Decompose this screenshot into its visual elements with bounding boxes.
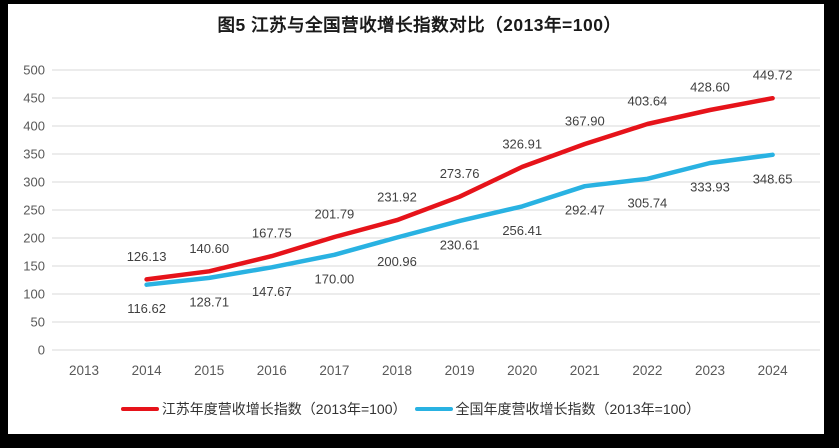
data-label-series0: 167.75 (252, 226, 292, 241)
x-tick-label-2014: 2014 (132, 363, 163, 378)
y-tick-label-150: 150 (23, 259, 45, 274)
series-line-0 (144, 95, 775, 282)
series-lines-group (144, 95, 775, 287)
data-label-series0: 201.79 (315, 207, 355, 222)
y-axis-tick-labels: 0 50 100 150 200 250 300 350 400 450 500 (23, 63, 45, 358)
legend-item-jiangsu: 江苏年度营收增长指数（2013年=100） (120, 399, 407, 419)
legend-label-national: 全国年度营收增长指数（2013年=100） (455, 401, 701, 417)
data-label-series1: 230.61 (440, 237, 480, 252)
y-tick-label-350: 350 (23, 147, 45, 162)
gridlines-group (52, 69, 820, 351)
x-tick-label-2019: 2019 (445, 363, 475, 378)
data-label-series0: 273.76 (440, 166, 480, 181)
data-label-series0: 428.60 (690, 80, 730, 95)
x-tick-label-2013: 2013 (69, 363, 99, 378)
y-tick-label-0: 0 (38, 343, 45, 358)
data-label-series0: 326.91 (502, 136, 542, 151)
data-label-series1: 333.93 (690, 180, 730, 195)
legend-label-jiangsu: 江苏年度营收增长指数（2013年=100） (161, 401, 407, 417)
y-tick-label-450: 450 (23, 91, 45, 106)
data-label-series1: 128.71 (189, 294, 229, 309)
data-label-series1: 200.96 (377, 254, 417, 269)
x-tick-label-2024: 2024 (758, 363, 789, 378)
x-tick-label-2023: 2023 (695, 363, 725, 378)
y-tick-label-500: 500 (23, 63, 45, 78)
data-label-series1: 170.00 (315, 271, 355, 286)
x-tick-label-2020: 2020 (507, 363, 537, 378)
legend-line-sample-national (414, 407, 453, 411)
y-tick-label-300: 300 (23, 175, 45, 190)
data-label-series0: 231.92 (377, 190, 417, 205)
chart-page (8, 4, 824, 434)
data-label-series1: 256.41 (502, 223, 542, 238)
data-label-series1: 305.74 (628, 195, 668, 210)
series-line-1 (144, 152, 775, 287)
x-tick-label-2017: 2017 (319, 363, 349, 378)
data-label-series1: 292.47 (565, 203, 605, 218)
y-tick-label-200: 200 (23, 231, 45, 246)
x-axis-tick-labels: 2013 2014 2015 2016 2017 2018 2019 2020 2021 2022… (69, 363, 788, 378)
data-label-series1: 116.62 (127, 301, 166, 316)
y-tick-label-100: 100 (23, 287, 45, 302)
x-tick-label-2016: 2016 (257, 363, 287, 378)
data-label-series1: 348.65 (753, 171, 793, 186)
legend-line-sample-jiangsu (120, 407, 159, 411)
x-tick-label-2015: 2015 (194, 363, 224, 378)
data-label-series0: 126.13 (127, 249, 167, 264)
chart-legend: 江苏年度营收增长指数（2013年=100） 全国年度营收增长指数（2013年=1… (0, 399, 830, 419)
y-tick-label-50: 50 (31, 315, 45, 330)
data-label-series1: 147.67 (252, 284, 292, 299)
data-labels-group: 126.13 140.60 167.75 201.79 231.92 273.76 326.… (127, 68, 793, 317)
data-label-series0: 140.60 (189, 241, 229, 256)
x-tick-label-2018: 2018 (382, 363, 412, 378)
y-tick-label-250: 250 (23, 203, 45, 218)
legend-item-national: 全国年度营收增长指数（2013年=100） (414, 399, 701, 419)
chart-title: 图5 江苏与全国营收增长指数对比（2013年=100） (217, 15, 622, 35)
data-label-series0: 449.72 (753, 68, 793, 83)
data-label-series0: 403.64 (628, 94, 668, 109)
x-tick-label-2022: 2022 (632, 363, 662, 378)
y-tick-label-400: 400 (23, 119, 45, 134)
data-label-series0: 367.90 (565, 114, 605, 129)
x-tick-label-2021: 2021 (570, 363, 600, 378)
